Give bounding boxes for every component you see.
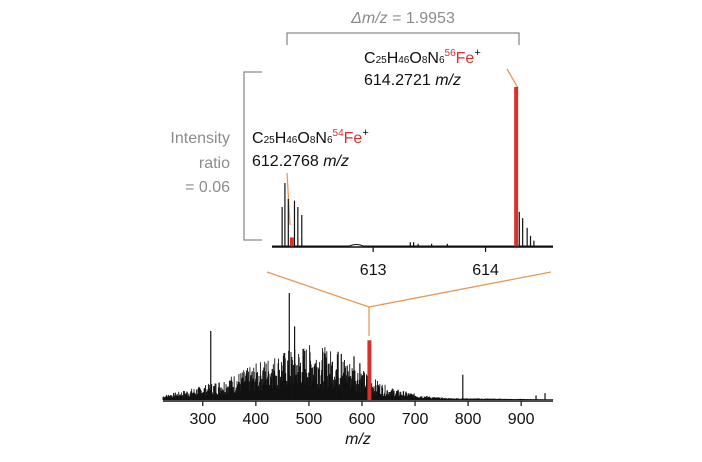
zoom-baseline [272,244,553,247]
intensity-ratio-line2: ratio [199,155,230,172]
full-peaks [210,293,546,400]
peak-56fe-element: Fe [456,50,475,67]
delta-mz-label: Δm/z = 1.9953 [350,10,455,27]
full-tick-label: 800 [455,411,482,428]
full-tick-label: 400 [243,411,270,428]
zoom-line-right [368,271,552,308]
full-x-axis-label: m/z [345,431,371,448]
peak-56fe-mz: 614.2721 m/z [364,72,461,89]
delta-mz-bracket [286,32,520,45]
full-tick-label: 600 [349,411,376,428]
zoom-plot: 613 614 [272,87,553,279]
peak-54fe-element: Fe [344,130,363,147]
full-x-ticks: 300 400 500 600 700 800 900 [189,401,535,428]
delta-mz-symbol: Δm/z [350,10,388,27]
zoom-x-ticks: 613 614 [360,247,499,279]
full-plot: 300 400 500 600 700 800 900 m/z [162,293,554,448]
peak-54fe-formula: C25H46O8N654Fe+ [252,127,369,147]
delta-mz-value: = 1.9953 [392,10,455,27]
full-spectrum-envelope [162,345,554,400]
peak-56fe-formula: C25H46O8N656Fe+ [364,47,481,67]
intensity-ratio-annotation: Intensity ratio = 0.06 [170,71,262,241]
delta-mz-annotation: Δm/z = 1.9953 [286,10,520,45]
leader-line-56fe [506,68,519,89]
intensity-ratio-line3: = 0.06 [185,179,230,196]
peak-54fe-mz: 612.2768 m/z [252,153,349,170]
full-tick-label: 900 [508,411,535,428]
intensity-ratio-bracket [243,71,262,241]
zoom-tick-label: 613 [360,262,387,279]
peak-56fe-label: C25H46O8N656Fe+ 614.2721 m/z [364,47,481,89]
peak-56fe-isotope: 56 [445,48,457,59]
zoom-connector [266,271,552,336]
intensity-ratio-line1: Intensity [170,130,230,147]
full-tick-label: 500 [296,411,323,428]
peak-54fe-isotope: 54 [333,128,345,139]
full-envelope [162,345,554,400]
zoom-tick-label: 614 [472,262,499,279]
peak-54fe-label: C25H46O8N654Fe+ 612.2768 m/z [252,127,369,170]
full-tick-label: 300 [189,411,216,428]
zoom-line-left [266,271,370,308]
zoom-hump [272,244,553,247]
full-tick-label: 700 [402,411,429,428]
